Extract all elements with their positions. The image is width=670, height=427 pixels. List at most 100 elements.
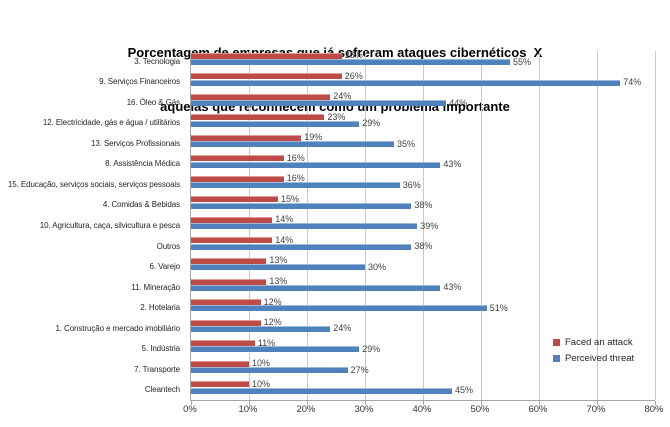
bar-faced-an-attack (191, 381, 249, 388)
bar-faced-an-attack (191, 216, 273, 223)
tick-mark (191, 401, 192, 405)
bar-line: 39% (191, 221, 655, 230)
gridline (597, 51, 598, 400)
category-label: 2. Hotelaria (140, 303, 180, 313)
bar-faced-an-attack (191, 93, 331, 100)
bar-line: 51% (191, 302, 655, 313)
data-label: 23% (327, 111, 346, 122)
data-label: 26% (344, 50, 363, 61)
data-label: 14% (275, 234, 294, 245)
gridline (539, 51, 540, 400)
bar-line: 29% (191, 119, 655, 128)
category-label: 10. Agricultura, caça, silvicultura e pe… (39, 220, 180, 230)
x-tick-label: 30% (354, 404, 374, 415)
bar-row: 11% 29% (191, 338, 655, 359)
bar-line: 23% (191, 111, 655, 122)
tick-mark (365, 401, 366, 405)
category-label: 1. Construção e mercado imobiliário (55, 323, 180, 333)
bar-line: 10% (191, 359, 655, 368)
category-label: 7. Transporte (134, 364, 180, 374)
category-label: 16. Óleo & Gás (126, 97, 180, 107)
bar-row: 19% 35% (191, 133, 655, 154)
bar-line: 14% (191, 234, 655, 245)
bar-perceived-threat (191, 264, 365, 271)
category-label: Cleantech (144, 385, 180, 395)
bar-perceived-threat (191, 100, 447, 107)
data-label: 30% (368, 261, 387, 272)
data-label: 13% (269, 276, 288, 287)
bar-perceived-threat (191, 325, 331, 332)
bar-line: 16% (191, 174, 655, 183)
x-tick-label: 70% (586, 404, 606, 415)
tick-mark (655, 401, 656, 405)
bar-line: 55% (191, 56, 655, 67)
bar-row: 12% 24% (191, 318, 655, 339)
bar-line: 36% (191, 180, 655, 189)
data-label: 16% (286, 152, 305, 163)
category-label: 6. Varejo (149, 262, 180, 272)
tick-mark (423, 401, 424, 405)
bar-row: 15% 38% (191, 193, 655, 216)
tick-mark (307, 401, 308, 405)
data-label: 38% (414, 241, 433, 252)
data-label: 13% (269, 255, 288, 266)
bar-perceived-threat (191, 161, 441, 168)
bar-perceived-threat (191, 305, 487, 312)
data-label: 51% (489, 302, 508, 313)
bar-perceived-threat (191, 367, 348, 374)
bar-faced-an-attack (191, 299, 261, 306)
data-label: 12% (263, 296, 282, 307)
bar-perceived-threat (191, 284, 441, 291)
category-label: 3. Tecnologia (134, 56, 180, 66)
legend-entry-faced-an-attack: Faced an attack (553, 334, 634, 350)
bar-line: 24% (191, 91, 655, 102)
bar-line: 24% (191, 323, 655, 334)
data-label: 19% (304, 132, 323, 143)
bar-line: 12% (191, 318, 655, 327)
category-label: 13. Serviços Profissionais (91, 138, 180, 148)
bar-line: 38% (191, 241, 655, 252)
bar-row: 14% 38% (191, 234, 655, 257)
x-tick-label: 60% (528, 404, 548, 415)
category-label: 8. Assistência Médica (105, 159, 180, 169)
legend-swatch-blue-icon (553, 354, 560, 362)
data-label: 55% (513, 56, 532, 67)
bar-line: 27% (191, 365, 655, 374)
bar-line: 13% (191, 255, 655, 266)
data-label: 24% (333, 323, 352, 334)
x-tick-label: 40% (412, 404, 432, 415)
bar-perceived-threat (191, 120, 360, 127)
legend: Faced an attack Perceived threat (553, 334, 634, 366)
bar-line: 44% (191, 98, 655, 107)
data-label: 24% (333, 91, 352, 102)
data-label: 43% (443, 282, 462, 293)
bar-faced-an-attack (191, 196, 278, 203)
bar-perceived-threat (191, 243, 412, 250)
bar-faced-an-attack (191, 73, 342, 80)
legend-swatch-red-icon (553, 338, 560, 346)
x-tick-label: 0% (183, 404, 197, 415)
gridline (481, 51, 482, 400)
bar-faced-an-attack (191, 237, 273, 244)
data-label: 14% (275, 214, 294, 225)
data-label: 38% (414, 200, 433, 211)
bar-faced-an-attack (191, 52, 342, 59)
x-tick-label: 50% (470, 404, 490, 415)
bar-line: 14% (191, 214, 655, 225)
category-label: 9. Serviços Financeiros (99, 77, 180, 87)
bar-row: 10% 27% (191, 359, 655, 380)
bar-perceived-threat (191, 387, 452, 394)
bar-faced-an-attack (191, 175, 284, 182)
bar-line: 26% (191, 50, 655, 61)
legend-label-perceived-threat: Perceived threat (565, 352, 635, 364)
category-label: 15. Educação, serviços sociais, serviços… (7, 179, 180, 189)
legend-label-faced-an-attack: Faced an attack (565, 336, 633, 348)
bar-faced-an-attack (191, 340, 255, 347)
tick-mark (539, 401, 540, 405)
bar-line: 10% (191, 379, 655, 388)
data-label: 15% (281, 193, 300, 204)
bar-line: 45% (191, 386, 655, 395)
category-label: 5. Indústria (141, 344, 180, 354)
bar-faced-an-attack (191, 257, 267, 264)
bar-row: 16% 43% (191, 152, 655, 175)
